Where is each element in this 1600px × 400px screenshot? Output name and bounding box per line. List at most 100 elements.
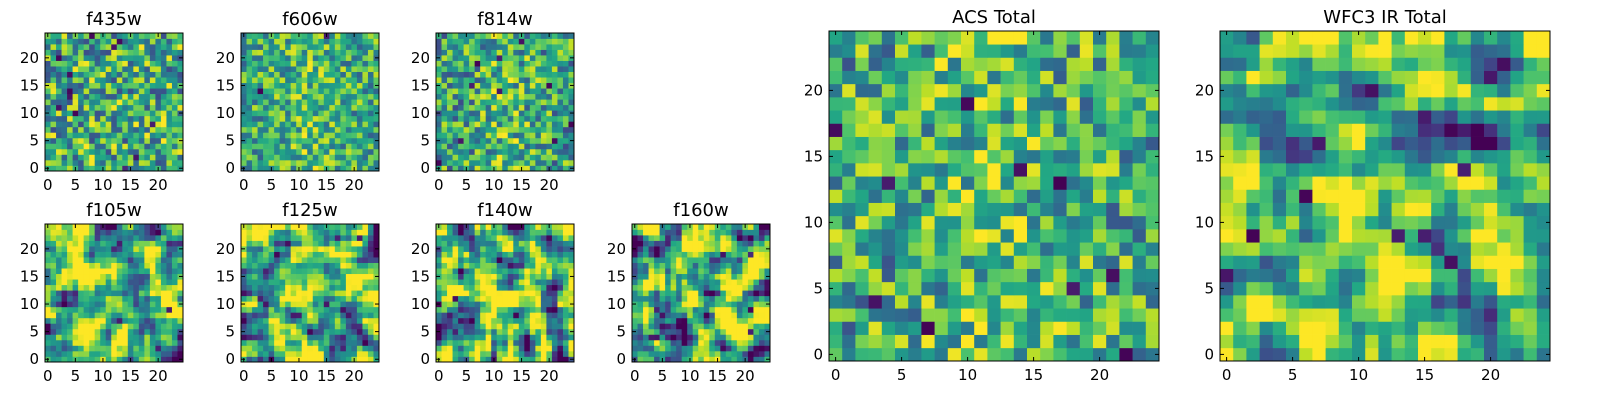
heatmap-cell bbox=[356, 246, 363, 252]
heatmap-cell bbox=[279, 312, 286, 319]
heatmap-cell bbox=[703, 246, 710, 252]
heatmap-cell bbox=[474, 334, 481, 341]
heatmap-cell bbox=[138, 268, 145, 275]
heatmap-cell bbox=[122, 93, 129, 100]
heatmap-cell bbox=[246, 55, 253, 61]
heatmap-cell bbox=[485, 77, 492, 84]
heatmap-cell bbox=[452, 66, 459, 72]
heatmap-cell bbox=[518, 240, 525, 247]
heatmap-cell bbox=[351, 121, 358, 128]
heatmap-cell bbox=[177, 240, 184, 247]
heatmap-cell bbox=[496, 279, 503, 286]
heatmap-cell bbox=[1106, 242, 1120, 256]
heatmap-cell bbox=[1093, 255, 1107, 269]
heatmap-cell bbox=[252, 246, 258, 252]
heatmap-cell bbox=[698, 323, 705, 330]
heatmap-cell bbox=[296, 88, 303, 95]
heatmap-cell bbox=[747, 240, 754, 247]
heatmap-cell bbox=[105, 306, 112, 313]
heatmap-cell bbox=[241, 143, 247, 150]
heatmap-cell bbox=[257, 33, 264, 39]
heatmap-cell bbox=[171, 154, 178, 161]
heatmap-cell bbox=[436, 132, 442, 139]
heatmap-cell bbox=[45, 229, 51, 236]
heatmap-cell bbox=[529, 295, 536, 302]
heatmap-cell bbox=[122, 312, 129, 319]
heatmap-cell bbox=[307, 290, 314, 297]
heatmap-cell bbox=[133, 301, 140, 308]
heatmap-cell bbox=[474, 33, 481, 39]
heatmap-cell bbox=[452, 356, 459, 363]
heatmap-cell bbox=[56, 93, 62, 100]
heatmap-cell bbox=[535, 295, 542, 302]
heatmap-cell bbox=[474, 55, 481, 61]
heatmap-cell bbox=[546, 38, 553, 45]
heatmap-cell bbox=[452, 82, 459, 89]
x-tick-label: 20 bbox=[540, 367, 559, 385]
heatmap-cell bbox=[72, 240, 79, 247]
heatmap-cell bbox=[362, 38, 369, 45]
heatmap-cell bbox=[78, 60, 84, 67]
heatmap-cell bbox=[961, 189, 975, 203]
heatmap-cell bbox=[166, 273, 173, 280]
heatmap-cell bbox=[551, 49, 558, 56]
heatmap-cell bbox=[318, 132, 325, 139]
heatmap-cell bbox=[546, 154, 553, 161]
heatmap-cell bbox=[312, 99, 319, 106]
heatmap-cell bbox=[1066, 255, 1081, 269]
heatmap-cell bbox=[562, 60, 569, 67]
heatmap-cell bbox=[373, 334, 380, 341]
heatmap-cell bbox=[356, 49, 363, 56]
heatmap-cell bbox=[155, 306, 162, 313]
heatmap-cell bbox=[307, 257, 314, 263]
heatmap-cell bbox=[263, 350, 269, 357]
heatmap-cell bbox=[692, 235, 699, 241]
heatmap-cell bbox=[78, 115, 84, 122]
heatmap-cell bbox=[127, 110, 134, 117]
heatmap-cell bbox=[111, 306, 118, 313]
heatmap-cell bbox=[263, 38, 269, 45]
heatmap-cell bbox=[105, 284, 112, 291]
heatmap-cell bbox=[61, 126, 68, 133]
heatmap-cell bbox=[50, 240, 57, 247]
heatmap-cell bbox=[45, 93, 51, 100]
heatmap-cell bbox=[529, 38, 536, 45]
heatmap-cell bbox=[1079, 163, 1094, 177]
heatmap-cell bbox=[83, 115, 90, 122]
heatmap-cell bbox=[166, 339, 173, 346]
heatmap-cell bbox=[252, 229, 258, 236]
heatmap-cell bbox=[345, 251, 352, 258]
heatmap-cell bbox=[513, 115, 520, 122]
heatmap-cell bbox=[458, 154, 464, 161]
heatmap-cell bbox=[698, 229, 705, 236]
heatmap-cell bbox=[518, 295, 525, 302]
heatmap-cell bbox=[362, 334, 369, 341]
heatmap-cell bbox=[670, 284, 677, 291]
heatmap-cell bbox=[268, 38, 275, 45]
heatmap-cell bbox=[524, 71, 531, 78]
heatmap-cell bbox=[720, 301, 727, 308]
heatmap-cell bbox=[709, 323, 716, 330]
heatmap-cell bbox=[447, 55, 453, 61]
heatmap-cell bbox=[268, 44, 275, 50]
heatmap-cell bbox=[1106, 176, 1120, 190]
heatmap-cell bbox=[252, 290, 258, 297]
heatmap-cell bbox=[177, 33, 184, 39]
heatmap-cell bbox=[61, 33, 68, 39]
heatmap-cell bbox=[665, 240, 671, 247]
heatmap-cell bbox=[551, 290, 558, 297]
heatmap-cell bbox=[1119, 321, 1133, 335]
heatmap-cell bbox=[513, 295, 520, 302]
heatmap-cell bbox=[557, 301, 564, 308]
heatmap-cell bbox=[111, 44, 118, 50]
heatmap-cell bbox=[491, 317, 498, 324]
heatmap-cell bbox=[518, 66, 525, 72]
heatmap-cell bbox=[67, 143, 73, 150]
heatmap-cell bbox=[133, 71, 140, 78]
heatmap-cell bbox=[665, 334, 671, 341]
heatmap-cell bbox=[687, 339, 694, 346]
heatmap-cell bbox=[535, 88, 542, 95]
heatmap-cell bbox=[274, 328, 280, 335]
heatmap-cell bbox=[166, 323, 173, 330]
heatmap-cell bbox=[491, 235, 498, 241]
